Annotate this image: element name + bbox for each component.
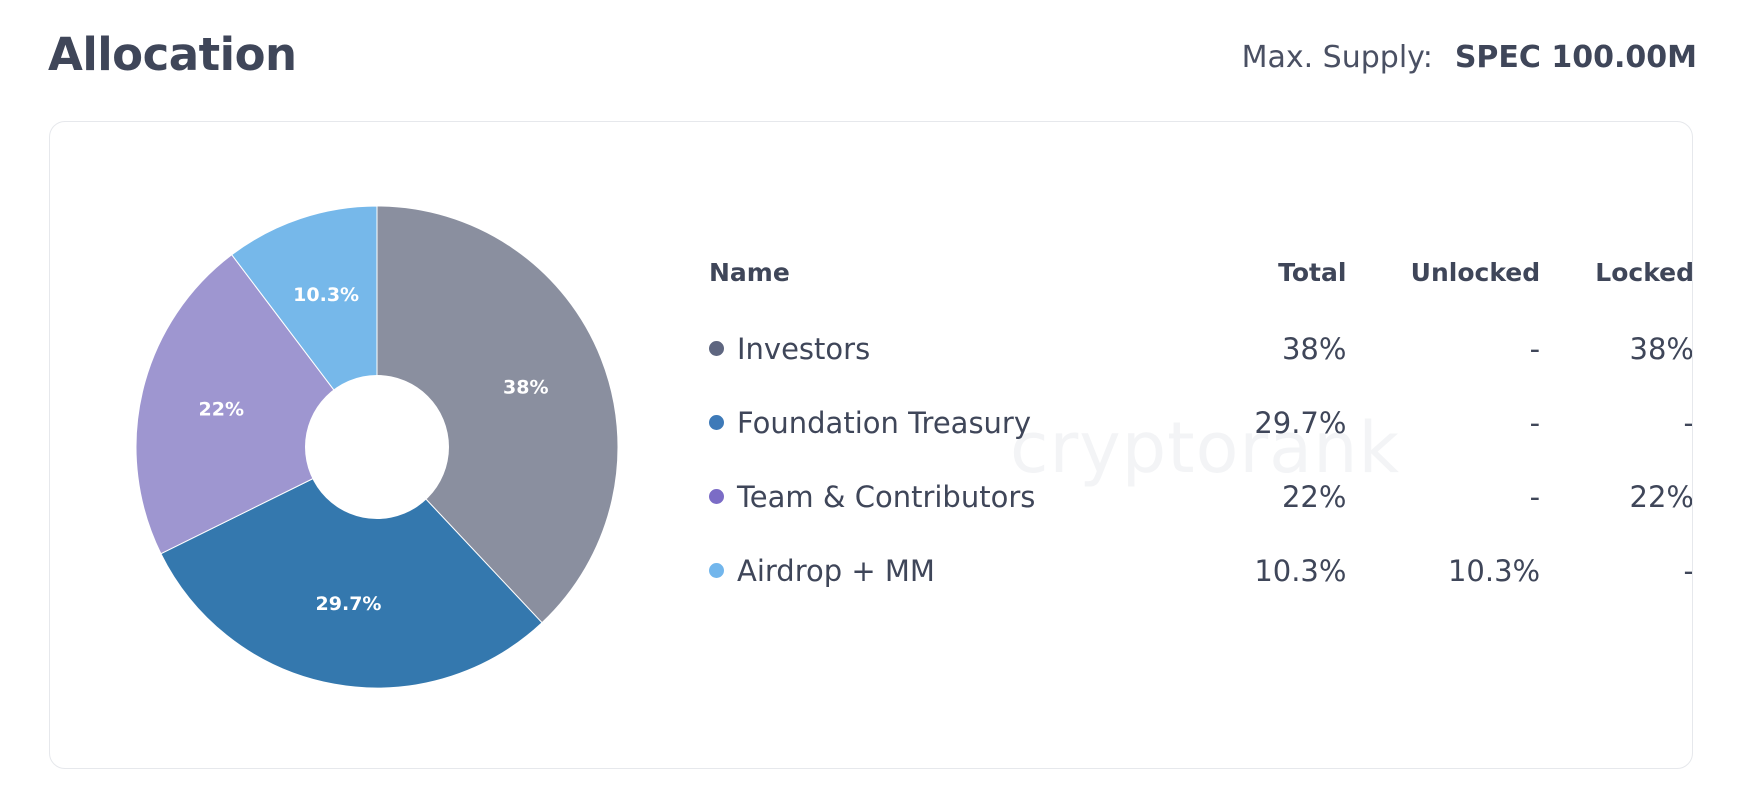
pie-slice-team-contributors[interactable] bbox=[135, 254, 378, 555]
row-total: 22% bbox=[1281, 480, 1347, 514]
table-row: Team & Contributors 22% - 22% bbox=[709, 460, 1693, 534]
pie-slice-foundation-treasury[interactable] bbox=[160, 446, 543, 689]
slice-label-team-contributors: 22% bbox=[199, 399, 244, 421]
allocation-card: 38% 29.7% 22% 10.3% cryptorank Name Total U… bbox=[49, 121, 1693, 769]
row-total: 29.7% bbox=[1254, 406, 1347, 440]
row-locked: - bbox=[1683, 406, 1693, 440]
allocation-table: Name Total Unlocked Locked Investors 38%… bbox=[709, 252, 1693, 608]
slice-label-foundation-treasury: 29.7% bbox=[316, 593, 382, 615]
header-locked: Locked bbox=[1595, 257, 1693, 287]
row-total: 38% bbox=[1281, 332, 1347, 366]
row-name: Team & Contributors bbox=[737, 480, 1036, 514]
row-name: Investors bbox=[737, 332, 871, 366]
table-row: Investors 38% - 38% bbox=[709, 312, 1693, 386]
pie-slice-investors[interactable] bbox=[376, 205, 619, 624]
allocation-pie-chart: 38% 29.7% 22% 10.3% bbox=[135, 205, 619, 689]
max-supply-label: Max. Supply: bbox=[1241, 40, 1433, 75]
row-unlocked: 10.3% bbox=[1447, 554, 1541, 588]
row-total: 10.3% bbox=[1254, 554, 1347, 588]
legend-dot-icon bbox=[709, 488, 724, 504]
legend-dot-icon bbox=[709, 562, 724, 578]
header-name: Name bbox=[709, 257, 790, 287]
row-unlocked: - bbox=[1529, 406, 1541, 440]
header-total: Total bbox=[1278, 257, 1347, 287]
row-locked: 22% bbox=[1629, 480, 1693, 514]
row-name: Airdrop + MM bbox=[737, 554, 935, 588]
header-unlocked: Unlocked bbox=[1410, 257, 1541, 287]
legend-dot-icon bbox=[709, 414, 724, 430]
row-unlocked: - bbox=[1529, 480, 1541, 514]
row-locked: 38% bbox=[1629, 332, 1693, 366]
row-locked: - bbox=[1683, 554, 1693, 588]
max-supply: Max. Supply: SPEC 100.00M bbox=[1242, 40, 1697, 75]
row-unlocked: - bbox=[1529, 332, 1541, 366]
table-row: Foundation Treasury 29.7% - - bbox=[709, 386, 1693, 460]
donut-hole bbox=[305, 375, 449, 519]
slice-label-airdrop-mm: 10.3% bbox=[293, 284, 359, 306]
page-title: Allocation bbox=[48, 28, 297, 81]
slice-label-investors: 38% bbox=[503, 377, 548, 399]
row-name: Foundation Treasury bbox=[737, 406, 1032, 440]
legend-dot-icon bbox=[709, 340, 724, 356]
table-header-row: Name Total Unlocked Locked bbox=[709, 252, 1693, 312]
max-supply-value: SPEC 100.00M bbox=[1454, 40, 1697, 75]
table-row: Airdrop + MM 10.3% 10.3% - bbox=[709, 534, 1693, 608]
